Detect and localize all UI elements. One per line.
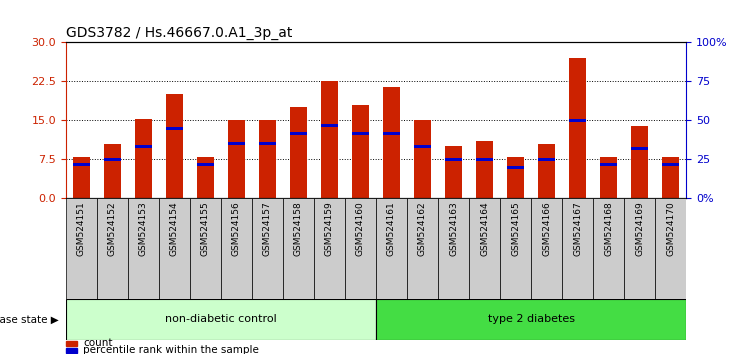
Text: GSM524164: GSM524164 xyxy=(480,201,489,256)
Bar xyxy=(655,198,686,299)
Bar xyxy=(321,124,338,127)
Text: GSM524153: GSM524153 xyxy=(139,201,147,256)
Bar xyxy=(538,158,555,161)
Bar xyxy=(662,163,679,166)
Text: type 2 diabetes: type 2 diabetes xyxy=(488,314,575,325)
Bar xyxy=(228,120,245,198)
Bar xyxy=(345,198,376,299)
Bar xyxy=(569,58,586,198)
Bar xyxy=(166,127,182,130)
Bar xyxy=(128,198,159,299)
Bar xyxy=(600,157,617,198)
Bar xyxy=(252,198,283,299)
Bar xyxy=(407,198,438,299)
Bar xyxy=(66,341,77,346)
Bar xyxy=(197,157,214,198)
Bar xyxy=(135,145,152,148)
Bar xyxy=(569,119,586,122)
Bar xyxy=(197,163,214,166)
Bar xyxy=(445,158,462,161)
Bar xyxy=(531,198,562,299)
Bar xyxy=(562,198,593,299)
Bar xyxy=(376,198,407,299)
Text: GSM524166: GSM524166 xyxy=(542,201,551,256)
Bar xyxy=(66,348,77,353)
Bar xyxy=(469,198,500,299)
Bar xyxy=(104,158,120,161)
Bar xyxy=(593,198,624,299)
Text: count: count xyxy=(83,338,112,348)
Bar xyxy=(73,163,90,166)
Bar xyxy=(383,132,400,135)
Bar xyxy=(73,157,90,198)
Bar xyxy=(476,141,493,198)
Text: GSM524152: GSM524152 xyxy=(108,201,117,256)
Text: GSM524168: GSM524168 xyxy=(604,201,613,256)
Bar xyxy=(259,120,276,198)
Text: GSM524162: GSM524162 xyxy=(418,201,427,256)
Text: percentile rank within the sample: percentile rank within the sample xyxy=(83,346,259,354)
Bar xyxy=(376,299,686,340)
Bar xyxy=(220,198,252,299)
Bar xyxy=(352,105,369,198)
Bar xyxy=(352,132,369,135)
Bar xyxy=(66,299,376,340)
Bar xyxy=(290,132,307,135)
Bar xyxy=(104,144,120,198)
Text: GSM524159: GSM524159 xyxy=(325,201,334,256)
Bar xyxy=(96,198,128,299)
Text: GDS3782 / Hs.46667.0.A1_3p_at: GDS3782 / Hs.46667.0.A1_3p_at xyxy=(66,26,292,40)
Bar xyxy=(321,81,338,198)
Bar xyxy=(66,198,96,299)
Bar xyxy=(538,144,555,198)
Bar xyxy=(190,198,220,299)
Text: GSM524161: GSM524161 xyxy=(387,201,396,256)
Bar xyxy=(158,198,190,299)
Text: GSM524151: GSM524151 xyxy=(77,201,85,256)
Text: GSM524157: GSM524157 xyxy=(263,201,272,256)
Text: GSM524155: GSM524155 xyxy=(201,201,210,256)
Bar xyxy=(414,145,431,148)
Text: GSM524156: GSM524156 xyxy=(232,201,241,256)
Bar xyxy=(500,198,531,299)
Bar xyxy=(624,198,655,299)
Bar xyxy=(135,119,152,198)
Text: GSM524154: GSM524154 xyxy=(170,201,179,256)
Text: GSM524169: GSM524169 xyxy=(635,201,644,256)
Bar xyxy=(631,126,648,198)
Text: GSM524165: GSM524165 xyxy=(511,201,520,256)
Bar xyxy=(259,142,276,145)
Bar xyxy=(228,142,245,145)
Bar xyxy=(290,107,307,198)
Text: GSM524167: GSM524167 xyxy=(573,201,582,256)
Text: GSM524158: GSM524158 xyxy=(294,201,303,256)
Bar xyxy=(600,163,617,166)
Bar xyxy=(507,166,524,169)
Bar xyxy=(445,146,462,198)
Text: GSM524160: GSM524160 xyxy=(356,201,365,256)
Bar xyxy=(314,198,345,299)
Bar xyxy=(438,198,469,299)
Text: non-diabetic control: non-diabetic control xyxy=(165,314,277,325)
Text: GSM524163: GSM524163 xyxy=(449,201,458,256)
Bar xyxy=(507,157,524,198)
Bar xyxy=(476,158,493,161)
Text: GSM524170: GSM524170 xyxy=(666,201,675,256)
Bar xyxy=(166,95,182,198)
Bar xyxy=(283,198,314,299)
Bar xyxy=(383,87,400,198)
Bar xyxy=(631,147,648,150)
Bar xyxy=(414,120,431,198)
Bar xyxy=(662,157,679,198)
Text: disease state ▶: disease state ▶ xyxy=(0,314,58,325)
